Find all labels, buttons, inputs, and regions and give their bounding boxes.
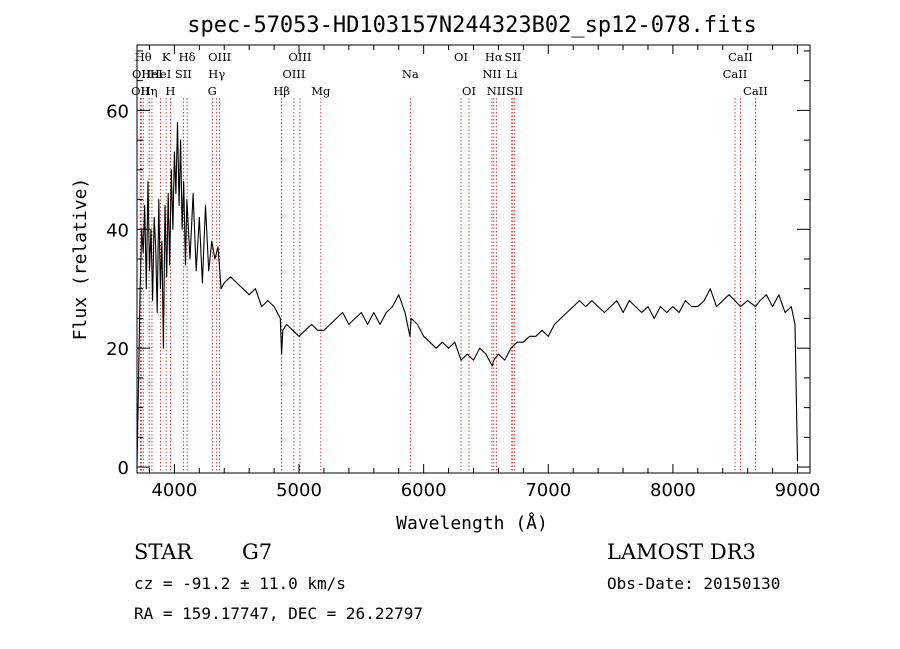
line-label-18: OI xyxy=(454,50,468,64)
line-label-7: H xyxy=(165,84,175,98)
chart-title: spec-57053-HD103157N244323B02_sp12-078.f… xyxy=(187,13,757,38)
line-label-8: SII xyxy=(175,67,192,81)
line-label-27: CaII xyxy=(728,50,753,64)
sky-coordinates: RA = 159.17747, DEC = 26.22797 xyxy=(134,604,423,623)
object-class: STAR xyxy=(134,540,193,564)
observation-date: Obs-Date: 20150130 xyxy=(607,574,780,593)
line-label-14: OIII xyxy=(282,67,305,81)
line-label-23: Li xyxy=(506,67,518,81)
line-label-4: HeI xyxy=(141,67,162,81)
line-label-6: K xyxy=(162,50,171,64)
line-label-20: NII xyxy=(482,67,501,81)
redshift-readout: cz = -91.2 ± 11.0 km/s xyxy=(134,574,346,593)
y-tick-label-2: 40 xyxy=(106,220,129,241)
plot-frame xyxy=(136,44,811,474)
line-label-13: Hβ xyxy=(273,84,290,98)
line-label-28: CaII xyxy=(743,84,768,98)
emission-line-markers: OIIOIIHθHηHeIHeIKHSIIHδGHγOIIIHβOIIIOIII… xyxy=(131,50,768,473)
x-tick-label-4: 8000 xyxy=(650,480,696,501)
survey-name: LAMOST DR3 xyxy=(607,540,756,564)
line-label-25: SII xyxy=(506,84,523,98)
x-axis-label: Wavelength (Å) xyxy=(396,512,548,534)
x-tick-label-2: 6000 xyxy=(401,480,447,501)
x-tick-label-5: 9000 xyxy=(775,480,821,501)
line-label-0: OII xyxy=(131,84,150,98)
line-label-19: OI xyxy=(462,84,476,98)
line-label-3: Hη xyxy=(141,84,158,98)
line-label-11: Hγ xyxy=(208,67,225,81)
x-tick-label-3: 7000 xyxy=(525,480,571,501)
line-label-22: NII xyxy=(487,84,506,98)
chart-axes: 4000 5000 6000 7000 8000 9000 0 20 40 60 xyxy=(106,45,820,501)
y-axis-label: Flux (relative) xyxy=(70,178,91,341)
x-tick-label-0: 4000 xyxy=(151,480,197,501)
y-tick-label-3: 60 xyxy=(106,101,129,122)
line-label-12: OIII xyxy=(208,50,231,64)
line-label-10: G xyxy=(208,84,217,98)
line-label-5: HeI xyxy=(150,67,171,81)
line-label-16: Mg xyxy=(311,84,331,98)
line-label-2: Hθ xyxy=(135,50,152,64)
y-tick-label-1: 20 xyxy=(106,339,129,360)
y-tick-label-0: 0 xyxy=(118,458,129,479)
line-label-21: Hα xyxy=(485,50,503,64)
line-label-9: Hδ xyxy=(179,50,196,64)
line-label-15: OIII xyxy=(288,50,311,64)
line-label-17: Na xyxy=(402,67,419,81)
spectral-subclass: G7 xyxy=(242,540,272,564)
spectrum-series-line xyxy=(136,121,799,468)
x-tick-label-1: 5000 xyxy=(276,480,322,501)
line-label-26: CaII xyxy=(723,67,748,81)
line-label-24: SII xyxy=(504,50,521,64)
